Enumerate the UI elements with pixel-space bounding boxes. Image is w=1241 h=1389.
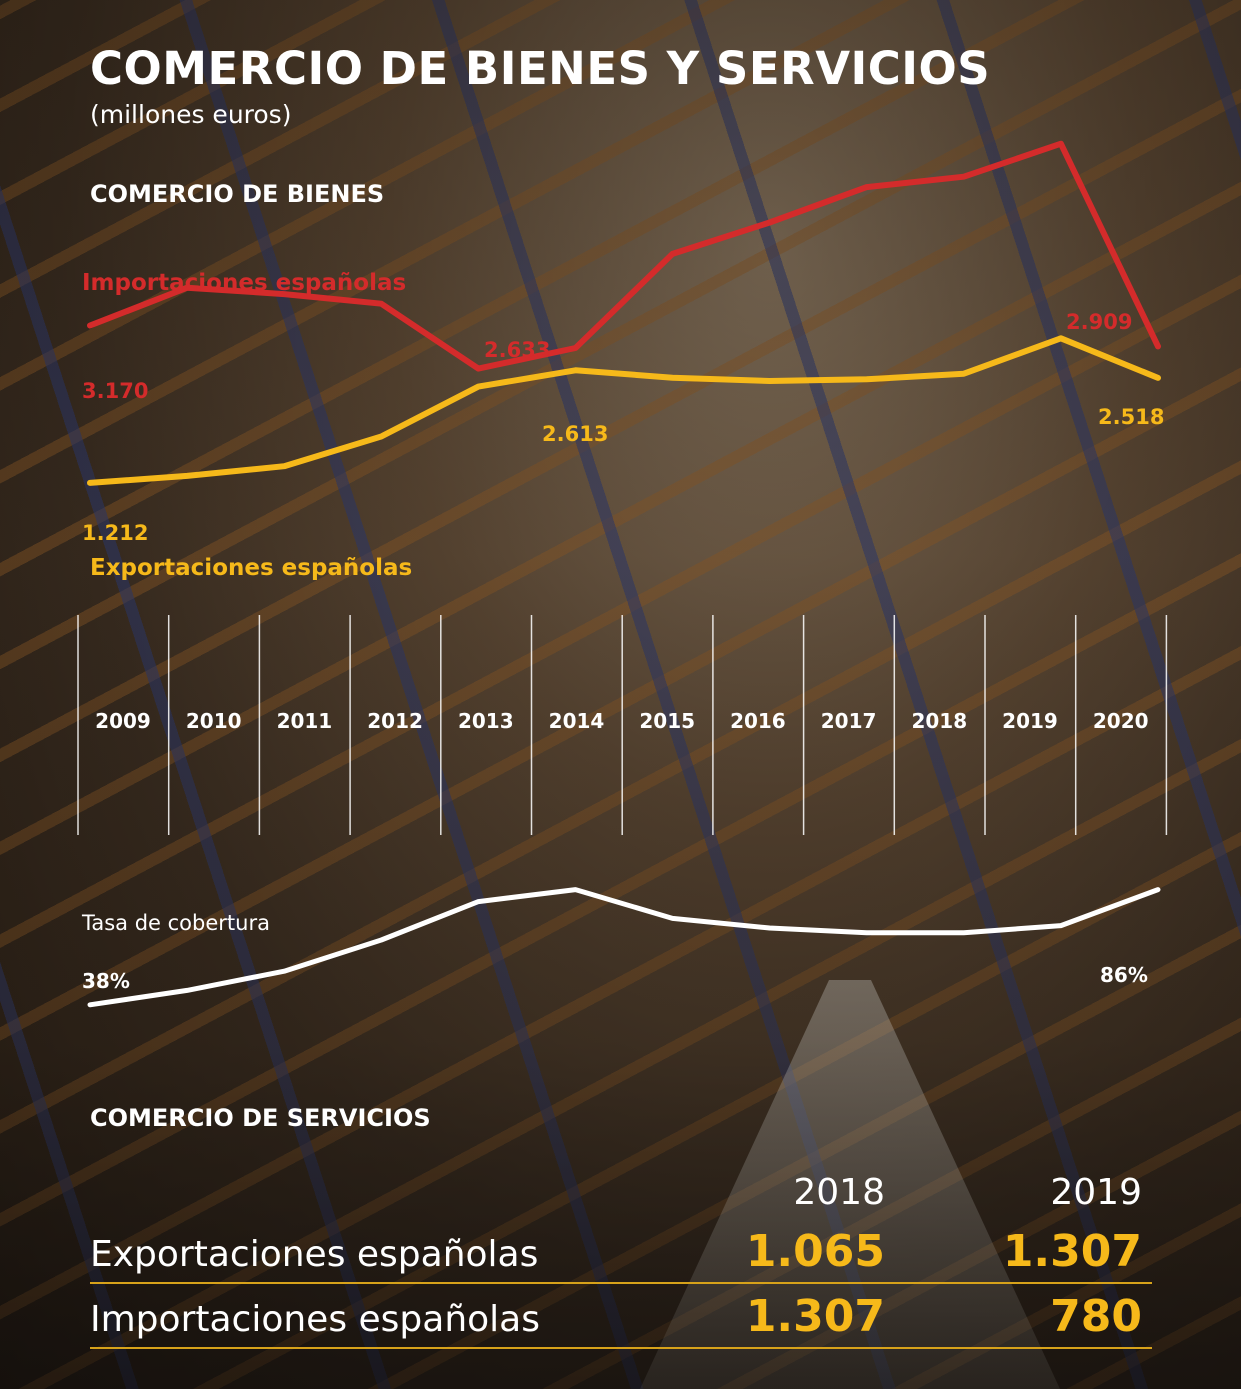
series-label-imports: Importaciones españolas	[82, 270, 406, 296]
services-year-2019: 2019	[1050, 1172, 1142, 1213]
series-line-coverage	[87, 887, 1161, 1008]
services-row-label-exports: Exportaciones españolas	[90, 1234, 539, 1275]
x-tick-label-2013: 2013	[458, 709, 514, 733]
data-label-imports-2009: 3.170	[82, 379, 148, 403]
x-tick-label-2014: 2014	[549, 709, 605, 733]
series-line-exports	[87, 335, 1161, 486]
x-tick-label-2011: 2011	[277, 709, 333, 733]
series-label-coverage: Tasa de cobertura	[81, 911, 270, 935]
services-exports-2018: 1.065	[745, 1226, 885, 1277]
data-label-imports-2013: 2.633	[484, 338, 550, 362]
data-label-exports-2014: 2.613	[542, 422, 608, 446]
series-line-imports	[87, 140, 1161, 372]
data-label-coverage-2009: 38%	[82, 969, 130, 993]
section-title-bienes: COMERCIO DE BIENES	[90, 180, 385, 208]
x-tick-label-2018: 2018	[911, 709, 967, 733]
x-tick-label-2020: 2020	[1093, 709, 1149, 733]
services-imports-2019: 780	[1050, 1291, 1142, 1342]
page-title: COMERCIO DE BIENES Y SERVICIOS	[90, 42, 991, 95]
x-tick-label-2012: 2012	[367, 709, 423, 733]
x-tick-label-2009: 2009	[95, 709, 151, 733]
data-label-imports-2020: 2.909	[1066, 310, 1132, 334]
series-label-exports: Exportaciones españolas	[90, 555, 412, 581]
services-row-divider	[90, 1282, 1152, 1284]
services-imports-2018: 1.307	[745, 1291, 885, 1342]
x-tick-label-2015: 2015	[639, 709, 695, 733]
section-title-servicios: COMERCIO DE SERVICIOS	[90, 1104, 431, 1132]
page-subtitle: (millones euros)	[90, 100, 292, 129]
data-label-exports-2009: 1.212	[82, 521, 148, 545]
data-label-coverage-2020: 86%	[1100, 963, 1148, 987]
x-tick-label-2010: 2010	[186, 709, 242, 733]
x-tick-label-2017: 2017	[821, 709, 877, 733]
x-tick-label-2019: 2019	[1002, 709, 1058, 733]
x-tick-label-2016: 2016	[730, 709, 786, 733]
data-label-exports-2020: 2.518	[1098, 405, 1164, 429]
services-exports-2019: 1.307	[1002, 1226, 1142, 1277]
services-row-divider	[90, 1347, 1152, 1349]
services-row-label-imports: Importaciones españolas	[90, 1299, 540, 1340]
services-year-2018: 2018	[793, 1172, 885, 1213]
